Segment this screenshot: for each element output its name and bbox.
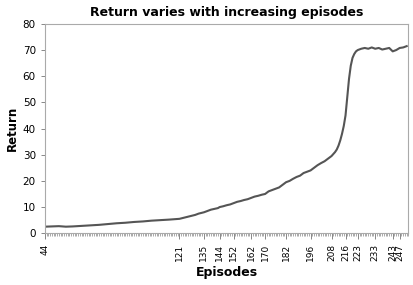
Title: Return varies with increasing episodes: Return varies with increasing episodes bbox=[90, 5, 363, 19]
X-axis label: Episodes: Episodes bbox=[195, 266, 257, 280]
Y-axis label: Return: Return bbox=[5, 106, 19, 151]
